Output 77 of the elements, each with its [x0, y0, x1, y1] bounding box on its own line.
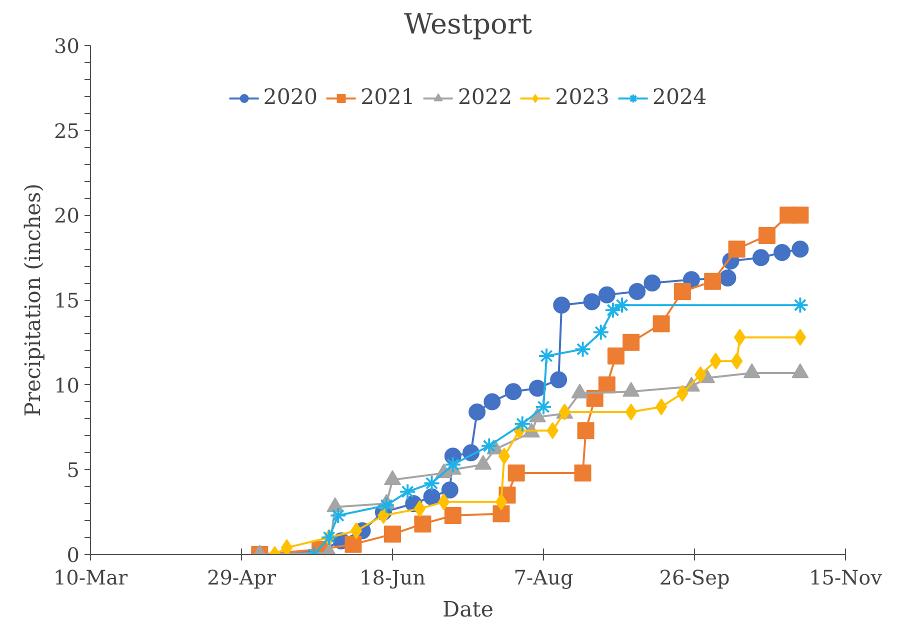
- x-tick-label: 18-Jun: [360, 566, 426, 590]
- legend-label: 2023: [555, 85, 610, 110]
- point: [441, 482, 458, 499]
- point: [730, 352, 743, 370]
- point: [792, 296, 809, 314]
- x-tick-label: 7-Aug: [514, 566, 574, 590]
- point: [592, 324, 610, 341]
- point: [628, 283, 646, 300]
- legend-label: 2024: [652, 85, 707, 110]
- legend-label: 2022: [458, 85, 512, 110]
- point: [468, 403, 486, 420]
- point: [414, 500, 426, 518]
- point: [792, 240, 809, 258]
- point: [504, 383, 522, 400]
- point: [514, 415, 531, 432]
- point: [320, 529, 338, 546]
- point: [495, 493, 508, 510]
- point: [728, 240, 746, 258]
- point: [423, 474, 440, 492]
- point: [378, 496, 395, 514]
- x-tick-label: 29-Apr: [206, 566, 276, 590]
- point: [480, 437, 498, 454]
- y-tick-label: 0: [66, 543, 80, 567]
- point: [704, 272, 722, 290]
- point: [535, 398, 552, 416]
- point: [444, 506, 462, 524]
- point: [550, 371, 568, 388]
- point: [574, 464, 592, 482]
- point: [344, 536, 362, 553]
- point: [644, 274, 661, 292]
- point: [607, 347, 624, 364]
- x-tick-label: 26-Sep: [659, 566, 730, 590]
- y-axis-title: Precipitation (inches): [21, 184, 46, 416]
- point: [508, 464, 525, 482]
- legend-label: 2020: [263, 85, 318, 110]
- point: [774, 244, 791, 261]
- point: [719, 269, 736, 286]
- x-tick-label: 10-Mar: [53, 566, 128, 590]
- x-tick-label: 15-Nov: [808, 566, 883, 590]
- point: [444, 456, 462, 474]
- x-axis-title: Date: [442, 598, 494, 622]
- point: [734, 328, 746, 346]
- point: [614, 296, 631, 314]
- point: [574, 340, 592, 358]
- point: [792, 206, 809, 224]
- point: [794, 328, 806, 346]
- point: [330, 506, 347, 524]
- point: [484, 393, 501, 410]
- legend-label: 2021: [360, 85, 415, 110]
- point: [655, 398, 668, 416]
- point: [752, 249, 770, 266]
- y-tick-label: 10: [54, 373, 80, 398]
- y-tick-label: 15: [54, 288, 80, 312]
- chart-title: Westport: [404, 8, 533, 40]
- y-tick-label: 20: [54, 204, 80, 228]
- point: [553, 296, 570, 314]
- point: [622, 334, 640, 351]
- point: [598, 286, 616, 304]
- y-tick-label: 5: [66, 458, 80, 482]
- point: [384, 526, 401, 543]
- point: [350, 522, 362, 540]
- point: [280, 539, 293, 554]
- point: [577, 422, 594, 440]
- point: [652, 315, 670, 332]
- point: [538, 347, 556, 364]
- point: [492, 505, 510, 522]
- point: [498, 448, 510, 465]
- point: [399, 483, 416, 500]
- point: [414, 515, 432, 532]
- point: [583, 293, 600, 310]
- point: [758, 227, 776, 244]
- y-tick-label: 30: [54, 34, 80, 58]
- y-tick-label: 25: [54, 118, 80, 143]
- point: [423, 488, 440, 506]
- point: [674, 283, 691, 300]
- point: [604, 302, 622, 319]
- point: [528, 380, 546, 397]
